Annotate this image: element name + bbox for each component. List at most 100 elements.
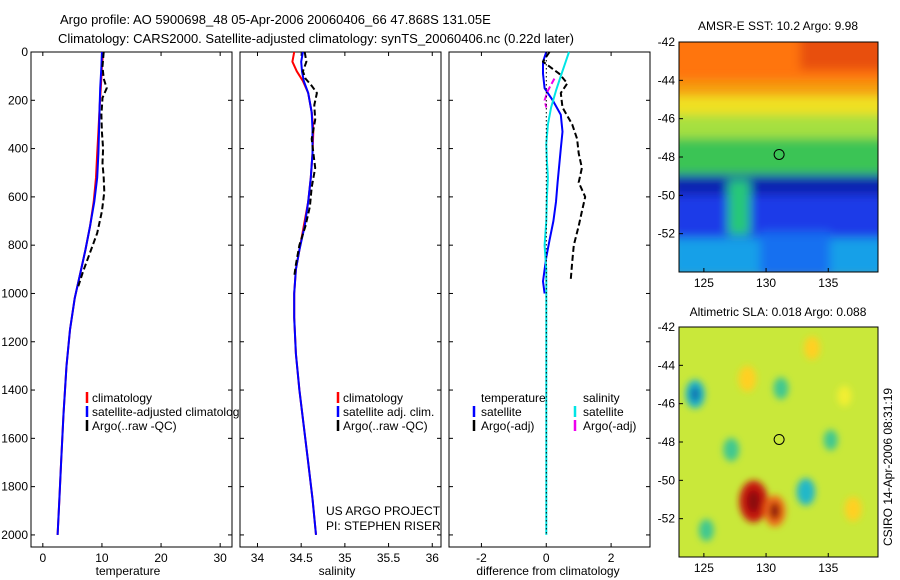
temperature-panel: 0 10 20 30 0 200 400 600 800 1000 1200 1400 1600 1800…	[1, 45, 245, 578]
legend-label-sal-argo: Argo(-adj)	[583, 419, 636, 433]
x-tick-label: 135	[818, 276, 838, 290]
y-tick-label: -50	[658, 188, 676, 202]
difference-panel: -2 0 2 temperature satellite Argo(-adj) sa…	[448, 51, 651, 578]
sla-anomaly-blob	[823, 429, 838, 451]
y-tick-label: 800	[8, 238, 28, 252]
sla-anomaly-core	[769, 502, 780, 520]
figure-title-line2: Climatology: CARS2000. Satellite-adjuste…	[58, 31, 574, 46]
legend-heading-temperature: temperature	[481, 391, 546, 405]
y-tick-label: 0	[21, 45, 28, 59]
sst-light-green-band	[679, 115, 878, 140]
y-tick-label: 200	[8, 93, 28, 107]
series-line-satellite-adjusted-climatology	[56, 51, 103, 535]
salinity-legend: climatology satellite adj. clim. Argo(..…	[336, 391, 434, 433]
x-tick-label: 2	[608, 551, 615, 565]
salinity-axes-frame	[239, 51, 442, 548]
difference-legend: temperature satellite Argo(-adj) salinit…	[472, 391, 636, 433]
series-line-argo	[293, 51, 318, 277]
sla-anomaly-blob	[796, 478, 816, 506]
difference-axes: -2 0 2	[449, 51, 650, 565]
series-line-temperature-argo-adj-	[542, 51, 587, 282]
sst-map-title: AMSR-E SST: 10.2 Argo: 9.98	[698, 19, 858, 33]
x-tick-label: 0	[543, 551, 550, 565]
y-tick-label: 1400	[1, 383, 28, 397]
project-annotation: US ARGO PROJECT	[326, 504, 441, 518]
y-tick-label: 400	[8, 142, 28, 156]
sst-blue-patch	[760, 232, 830, 272]
x-tick-label: -2	[476, 551, 487, 565]
y-tick-label: -46	[658, 397, 676, 411]
x-tick-label: 130	[756, 561, 776, 575]
legend-label-climatology: climatology	[343, 391, 403, 405]
x-tick-label: 34	[251, 551, 265, 565]
x-tick-label: 35	[338, 551, 352, 565]
x-tick-label: 135	[818, 561, 838, 575]
sla-anomaly-blob	[837, 385, 852, 407]
y-tick-label: -52	[658, 227, 676, 241]
y-tick-label: -44	[658, 358, 676, 372]
series-line-salinity-satellite	[543, 51, 570, 535]
y-tick-label: -48	[658, 150, 676, 164]
temperature-series	[56, 51, 108, 535]
y-tick-label: 1200	[1, 335, 28, 349]
y-tick-label: 600	[8, 190, 28, 204]
x-tick-label: 10	[95, 551, 109, 565]
sst-map-axes: 125 130 135 -42 -44 -46 -48 -50 -52	[658, 35, 839, 290]
sla-anomaly-blob	[698, 519, 714, 542]
series-line-argo	[77, 51, 108, 287]
legend-heading-salinity: salinity	[583, 391, 620, 405]
sst-green-band	[679, 138, 878, 176]
figure-title-line1: Argo profile: AO 5900698_48 05-Apr-2006 …	[60, 12, 491, 27]
temperature-axes-frame	[30, 51, 233, 548]
x-tick-label: 30	[213, 551, 227, 565]
sst-map-panel: AMSR-E SST: 10.2 Argo: 9.98 125 130 135 -42…	[658, 19, 879, 290]
y-tick-label: 1000	[1, 286, 28, 300]
x-tick-label: 130	[756, 276, 776, 290]
x-tick-label: 125	[694, 276, 714, 290]
x-tick-label: 35.5	[377, 551, 401, 565]
y-tick-label: -42	[658, 320, 676, 334]
difference-xlabel: difference from climatology	[476, 564, 619, 578]
sst-green-tongue	[728, 180, 750, 235]
legend-label-climatology: climatology	[92, 391, 152, 405]
legend-label-argo: Argo(..raw -QC)	[92, 419, 177, 433]
y-tick-label: 1800	[1, 480, 28, 494]
y-tick-label: -42	[658, 35, 676, 49]
temperature-legend: climatology satellite-adjusted climatolo…	[85, 391, 245, 433]
sla-anomaly-blob	[773, 377, 789, 400]
legend-label-sal-satellite: satellite	[583, 405, 624, 419]
difference-axes-frame	[448, 51, 651, 548]
sla-anomaly-blob	[723, 438, 740, 462]
legend-label-temp-argo: Argo(-adj)	[481, 419, 534, 433]
generation-stamp: CSIRO 14-Apr-2006 08:31:19	[881, 388, 895, 546]
y-tick-label: -48	[658, 435, 676, 449]
x-tick-label: 36	[426, 551, 440, 565]
x-tick-label: 20	[154, 551, 168, 565]
pi-annotation: PI: STEPHEN RISER	[326, 519, 441, 533]
legend-label-temp-satellite: satellite	[481, 405, 522, 419]
argo-position-marker	[773, 433, 785, 445]
y-tick-label: 2000	[1, 528, 28, 542]
x-tick-label: 125	[694, 561, 714, 575]
salinity-axes: 34 34.5 35 35.5 36	[240, 51, 441, 565]
y-tick-label: 1600	[1, 431, 28, 445]
x-tick-label: 34.5	[289, 551, 313, 565]
sst-field	[679, 42, 878, 272]
salinity-series	[291, 51, 318, 535]
sst-dark-blue-band	[679, 175, 878, 197]
salinity-panel: 34 34.5 35 35.5 36 climatology satellite adj…	[239, 51, 442, 578]
legend-label-satellite: satellite adj. clim.	[343, 405, 434, 419]
y-tick-label: -50	[658, 473, 676, 487]
temperature-axes: 0 10 20 30 0 200 400 600 800 1000 1200 1400 1600 1800…	[1, 45, 232, 565]
series-line-salinity-argo-adj-	[543, 78, 556, 108]
salinity-xlabel: salinity	[319, 564, 356, 578]
sla-map-panel: Altimetric SLA: 0.018 Argo: 0.088 125 130…	[658, 305, 879, 575]
sst-warm-core	[800, 42, 878, 70]
argo-position-marker	[773, 148, 785, 160]
sla-map-title: Altimetric SLA: 0.018 Argo: 0.088	[690, 305, 867, 319]
y-tick-label: -52	[658, 512, 676, 526]
sla-anomaly-core	[690, 386, 700, 402]
series-line-temperature-satellite	[542, 51, 564, 294]
sla-field	[679, 327, 878, 557]
sla-anomaly-blob	[844, 496, 862, 522]
